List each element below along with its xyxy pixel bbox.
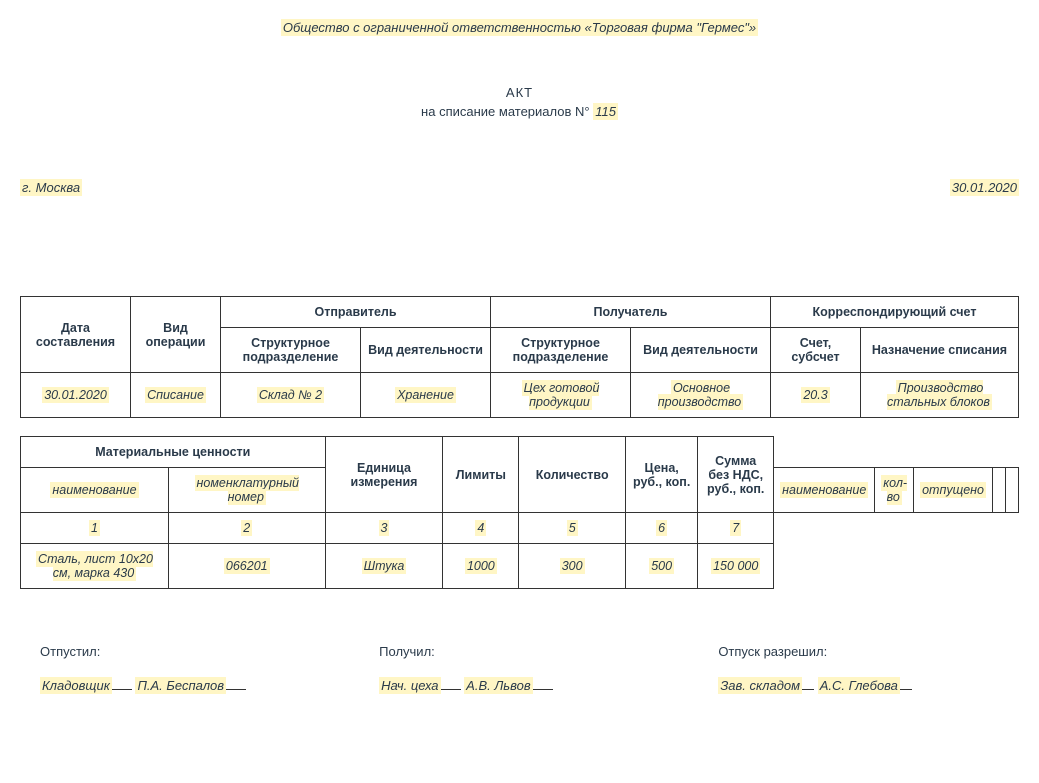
title-prefix: на списание материалов N°	[421, 104, 590, 119]
th-price: Цена, руб., коп.	[626, 437, 698, 513]
table-row: 30.01.2020 Списание Склад № 2 Хранение Ц…	[21, 373, 1019, 418]
sig-underline	[533, 677, 553, 690]
signature-approved: Отпуск разрешил: Зав. складом А.С. Глебо…	[718, 644, 1009, 693]
sub-limit-qty: кол-во	[881, 475, 907, 505]
table-row: Материальные ценности Единица измерения …	[21, 437, 1019, 468]
sig-released-line: Кладовщик П.А. Беспалов	[40, 677, 331, 693]
sig-approved-label: Отпуск разрешил:	[718, 644, 1009, 659]
cell-sum: 150 000	[711, 558, 760, 574]
sig-released-label: Отпустил:	[40, 644, 331, 659]
table-row: Сталь, лист 10х20 см, марка 430 066201 Ш…	[21, 544, 1019, 589]
th-recipient-unit: Структурное подразделение	[491, 328, 631, 373]
sig-underline	[900, 677, 912, 690]
th-materials: Материальные ценности	[21, 437, 326, 468]
title-line2: на списание материалов N° 115	[20, 104, 1019, 119]
cell-sender-unit: Склад № 2	[257, 387, 324, 403]
cell-account: 20.3	[801, 387, 829, 403]
sig-approved-person: А.С. Глебова	[818, 677, 900, 694]
sig-underline	[802, 677, 814, 690]
cell-material-name: Сталь, лист 10х20 см, марка 430	[36, 551, 153, 581]
th-recipient: Получатель	[491, 297, 771, 328]
cell-nomenclature: 066201	[224, 558, 270, 574]
document-title: АКТ на списание материалов N° 115	[20, 85, 1019, 119]
sig-released-role: Кладовщик	[40, 677, 112, 694]
meta-row: г. Москва 30.01.2020	[20, 179, 1019, 196]
signature-released: Отпустил: Кладовщик П.А. Беспалов	[40, 644, 331, 693]
table-row: 1 2 3 4 5 6 7	[21, 513, 1019, 544]
cell-price: 500	[649, 558, 674, 574]
sig-released-person: П.А. Беспалов	[135, 677, 226, 694]
cell-limit: 1000	[465, 558, 497, 574]
sub-unit-name: наименование	[780, 482, 868, 498]
colnum-7: 7	[730, 520, 741, 536]
company-name: Общество с ограниченной ответственностью…	[20, 20, 1019, 35]
cell-recipient-unit: Цех готовой продукции	[522, 380, 600, 410]
sender-recipient-table: Дата составления Вид операции Отправител…	[20, 296, 1019, 418]
th-purpose: Назначение списания	[861, 328, 1019, 373]
cell-purpose: Производство стальных блоков	[887, 380, 992, 410]
cell-date: 30.01.2020	[42, 387, 109, 403]
sig-underline	[441, 677, 461, 690]
sub-nomenclature: номенклатурный номер	[195, 475, 300, 505]
sig-approved-line: Зав. складом А.С. Глебова	[718, 677, 1009, 693]
title-line1: АКТ	[20, 85, 1019, 100]
table-row: Дата составления Вид операции Отправител…	[21, 297, 1019, 328]
sig-underline	[226, 677, 246, 690]
colnum-4: 4	[475, 520, 486, 536]
colnum-1: 1	[89, 520, 100, 536]
sig-received-line: Нач. цеха А.В. Львов	[379, 677, 670, 693]
materials-table: Материальные ценности Единица измерения …	[20, 436, 1019, 589]
th-sender-activity: Вид деятельности	[361, 328, 491, 373]
sig-received-person: А.В. Львов	[464, 677, 532, 694]
sig-received-role: Нач. цеха	[379, 677, 440, 694]
sig-underline	[112, 677, 132, 690]
colnum-5: 5	[567, 520, 578, 536]
th-corr-account: Корреспондирующий счет	[771, 297, 1019, 328]
sig-received-label: Получил:	[379, 644, 670, 659]
document-number: 115	[593, 103, 618, 120]
cell-op: Списание	[145, 387, 206, 403]
company-name-text: Общество с ограниченной ответственностью…	[281, 19, 758, 36]
sub-name: наименование	[50, 482, 138, 498]
th-sender: Отправитель	[221, 297, 491, 328]
sig-approved-role: Зав. складом	[718, 677, 802, 694]
th-recipient-activity: Вид деятельности	[631, 328, 771, 373]
signatures-row: Отпустил: Кладовщик П.А. Беспалов Получи…	[20, 644, 1019, 693]
document-date: 30.01.2020	[950, 179, 1019, 196]
city: г. Москва	[20, 179, 82, 196]
th-qty: Количество	[519, 437, 626, 513]
cell-released: 300	[560, 558, 585, 574]
colnum-6: 6	[656, 520, 667, 536]
cell-recipient-activity: Основное производство	[658, 380, 744, 410]
th-unit: Единица измерения	[325, 437, 443, 513]
signature-received: Получил: Нач. цеха А.В. Львов	[379, 644, 670, 693]
th-sum: Сумма без НДС, руб., коп.	[698, 437, 774, 513]
th-sender-unit: Структурное подразделение	[221, 328, 361, 373]
colnum-2: 2	[241, 520, 252, 536]
th-date: Дата составления	[21, 297, 131, 373]
th-op: Вид операции	[131, 297, 221, 373]
sub-released: отпущено	[920, 482, 986, 498]
cell-sender-activity: Хранение	[395, 387, 456, 403]
cell-unit: Штука	[362, 558, 407, 574]
th-limits: Лимиты	[443, 437, 519, 513]
colnum-3: 3	[379, 520, 390, 536]
th-account: Счет, субсчет	[771, 328, 861, 373]
